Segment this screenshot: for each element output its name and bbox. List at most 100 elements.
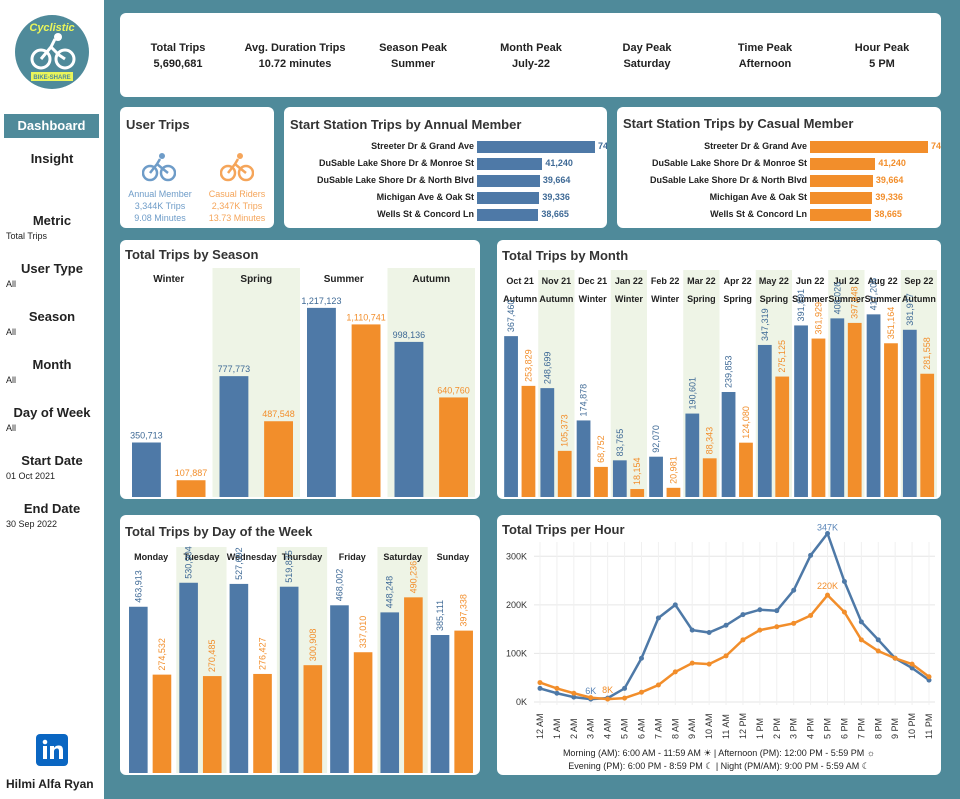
- season-label: Spring: [723, 294, 752, 304]
- station-label: Streeter Dr & Grand Ave: [704, 141, 807, 151]
- casual-riders-name: Casual Riders: [208, 189, 266, 199]
- y-tick-label: 0K: [516, 697, 527, 707]
- filter-month-label[interactable]: Month: [32, 357, 72, 372]
- value-label: 18,154: [632, 458, 642, 486]
- station-label: Wells St & Concord Ln: [377, 209, 474, 219]
- station-bar[interactable]: [810, 141, 928, 153]
- line-point: [757, 627, 763, 633]
- station-bar[interactable]: [477, 141, 595, 153]
- value-label: 300,908: [308, 629, 318, 662]
- station-bar[interactable]: [810, 209, 872, 221]
- x-tick-label: 3 AM: [586, 718, 596, 739]
- station-value: 39,664: [875, 175, 904, 185]
- author-name: Hilmi Alfa Ryan: [6, 777, 94, 791]
- kpi-time-peak: Time Peak Afternoon: [710, 40, 820, 72]
- station-bar[interactable]: [810, 192, 873, 204]
- station-bar[interactable]: [810, 158, 876, 170]
- member-bar: [179, 582, 198, 773]
- month-card: Total Trips by Month Oct 21 Autumn 367,460…: [497, 240, 941, 499]
- filter-day-of-week-label[interactable]: Day of Week: [13, 405, 91, 420]
- x-tick-label: 9 PM: [890, 718, 900, 739]
- kpi-label: Avg. Duration Trips: [244, 42, 346, 54]
- value-label: 640,760: [437, 385, 470, 395]
- member-bar: [576, 420, 591, 497]
- value-label: 519,875: [284, 550, 294, 583]
- value-label: 281,558: [922, 337, 932, 370]
- line-point: [537, 685, 543, 691]
- station-label: DuSable Lake Shore Dr & North Blvd: [649, 175, 807, 185]
- logo-text: Cyclistic: [29, 22, 74, 34]
- value-label: 276,427: [258, 637, 268, 670]
- season-label: Summer: [828, 294, 865, 304]
- category-label: Winter: [153, 274, 184, 285]
- line-point: [875, 637, 881, 643]
- nav-insight[interactable]: Insight: [30, 151, 74, 166]
- min-annotation: 6K: [585, 686, 596, 696]
- station-member-card: Start Station Trips by Annual Member Str…: [284, 107, 607, 228]
- season-label: Spring: [687, 294, 716, 304]
- filter-season-label[interactable]: Season: [28, 309, 76, 324]
- filter-metric-label[interactable]: Metric: [32, 213, 72, 228]
- main-area: Total Trips 5,690,681 Avg. Duration Trips…: [104, 0, 960, 799]
- kpi-value: Afternoon: [738, 58, 792, 70]
- line-point: [791, 587, 797, 593]
- filter-start-date-label[interactable]: Start Date: [21, 453, 83, 468]
- line-point: [622, 685, 628, 691]
- station-bar[interactable]: [477, 209, 539, 221]
- casual-line: [539, 593, 930, 701]
- kpi-hour-peak: Hour Peak 5 PM: [827, 40, 937, 72]
- value-label: 777,773: [218, 364, 251, 374]
- value-label: 1,217,123: [301, 296, 341, 306]
- filter-user-type-label[interactable]: User Type: [21, 261, 83, 276]
- member-bar: [794, 325, 808, 497]
- linkedin-icon[interactable]: [36, 734, 68, 766]
- value-label: 253,829: [523, 349, 533, 382]
- station-label: DuSable Lake Shore Dr & Monroe St: [318, 158, 474, 168]
- member-bar: [380, 612, 400, 773]
- hour-card: Total Trips per Hour 0K 100K 200K 300K 12 AM…: [497, 515, 941, 775]
- station-bar[interactable]: [477, 175, 540, 187]
- x-tick-label: 12 AM: [535, 713, 545, 739]
- casual-bar: [253, 673, 272, 773]
- value-label: 92,070: [651, 425, 661, 453]
- line-point: [774, 608, 780, 614]
- station-value: 39,664: [542, 175, 571, 185]
- category-label: Spring: [240, 274, 272, 285]
- line-point: [605, 696, 611, 702]
- x-tick-label: 10 AM: [704, 713, 714, 739]
- x-tick-label: 6 AM: [636, 718, 646, 739]
- line-point: [706, 630, 712, 636]
- station-bar[interactable]: [477, 192, 540, 204]
- line-point: [554, 690, 560, 696]
- station-member-title: Start Station Trips by Annual Member: [290, 117, 522, 132]
- station-bar[interactable]: [477, 158, 543, 170]
- filter-metric-value: Total Trips: [6, 231, 48, 241]
- station-label: Michigan Ave & Oak St: [709, 192, 807, 202]
- kpi-value: 5,690,681: [153, 58, 203, 70]
- x-tick-label: 3 PM: [789, 718, 799, 739]
- casual-riders-minutes: 13.73 Minutes: [208, 213, 266, 223]
- filter-end-date-label[interactable]: End Date: [23, 501, 81, 516]
- line-point: [638, 655, 644, 661]
- line-point: [875, 648, 881, 654]
- category-label: Monday: [134, 552, 168, 562]
- member-bar: [330, 605, 349, 773]
- nav-dashboard[interactable]: Dashboard: [4, 114, 99, 138]
- line-point: [571, 694, 577, 700]
- station-value: 41,240: [545, 158, 573, 168]
- station-value: 74,403: [598, 141, 607, 151]
- x-tick-label: 1 PM: [755, 718, 765, 739]
- annual-member-trips: 3,344K Trips: [134, 201, 186, 211]
- kpi-value: Saturday: [623, 58, 671, 70]
- station-label: DuSable Lake Shore Dr & Monroe St: [651, 158, 807, 168]
- x-tick-label: 8 AM: [670, 718, 680, 739]
- user-trips-card: User Trips Annual Member 3,344K Trips 9.…: [120, 107, 274, 228]
- category-label: Sep 22: [904, 276, 933, 286]
- line-point: [706, 661, 712, 667]
- station-bar[interactable]: [810, 175, 873, 187]
- hour-title: Total Trips per Hour: [502, 522, 625, 537]
- kpi-value: Summer: [390, 58, 436, 70]
- casual-riders-stats: Casual Riders 2,347K Trips 13.73 Minutes: [200, 188, 274, 224]
- station-casual-title: Start Station Trips by Casual Member: [623, 116, 854, 131]
- casual-bar: [351, 324, 381, 497]
